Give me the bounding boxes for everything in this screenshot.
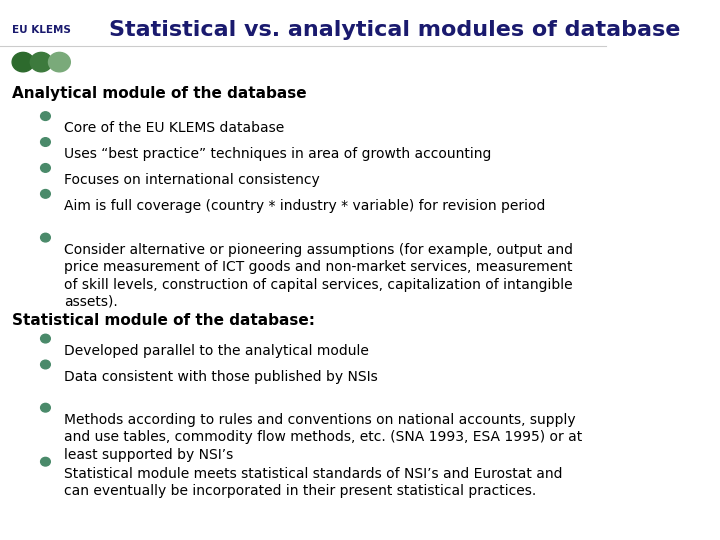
- Text: Methods according to rules and conventions on national accounts, supply
and use : Methods according to rules and conventio…: [63, 413, 582, 462]
- Text: Focuses on international consistency: Focuses on international consistency: [63, 173, 320, 187]
- Circle shape: [40, 164, 50, 172]
- Circle shape: [40, 112, 50, 120]
- Text: Aim is full coverage (country * industry * variable) for revision period: Aim is full coverage (country * industry…: [63, 199, 545, 213]
- Circle shape: [40, 233, 50, 242]
- Text: Data consistent with those published by NSIs: Data consistent with those published by …: [63, 370, 377, 384]
- Text: EU KLEMS: EU KLEMS: [12, 25, 71, 35]
- Circle shape: [40, 190, 50, 198]
- Circle shape: [40, 457, 50, 466]
- Circle shape: [30, 52, 52, 72]
- Circle shape: [40, 360, 50, 369]
- Text: Analytical module of the database: Analytical module of the database: [12, 86, 307, 102]
- Text: Statistical module of the database:: Statistical module of the database:: [12, 313, 315, 328]
- Text: Statistical module meets statistical standards of NSI’s and Eurostat and
can eve: Statistical module meets statistical sta…: [63, 467, 562, 498]
- Circle shape: [40, 138, 50, 146]
- Circle shape: [12, 52, 34, 72]
- Text: Developed parallel to the analytical module: Developed parallel to the analytical mod…: [63, 344, 369, 358]
- Circle shape: [40, 403, 50, 412]
- Circle shape: [48, 52, 71, 72]
- Text: Uses “best practice” techniques in area of growth accounting: Uses “best practice” techniques in area …: [63, 147, 491, 161]
- Text: Statistical vs. analytical modules of database: Statistical vs. analytical modules of da…: [109, 19, 680, 40]
- Text: Core of the EU KLEMS database: Core of the EU KLEMS database: [63, 122, 284, 136]
- Circle shape: [40, 334, 50, 343]
- Text: Consider alternative or pioneering assumptions (for example, output and
price me: Consider alternative or pioneering assum…: [63, 243, 572, 309]
